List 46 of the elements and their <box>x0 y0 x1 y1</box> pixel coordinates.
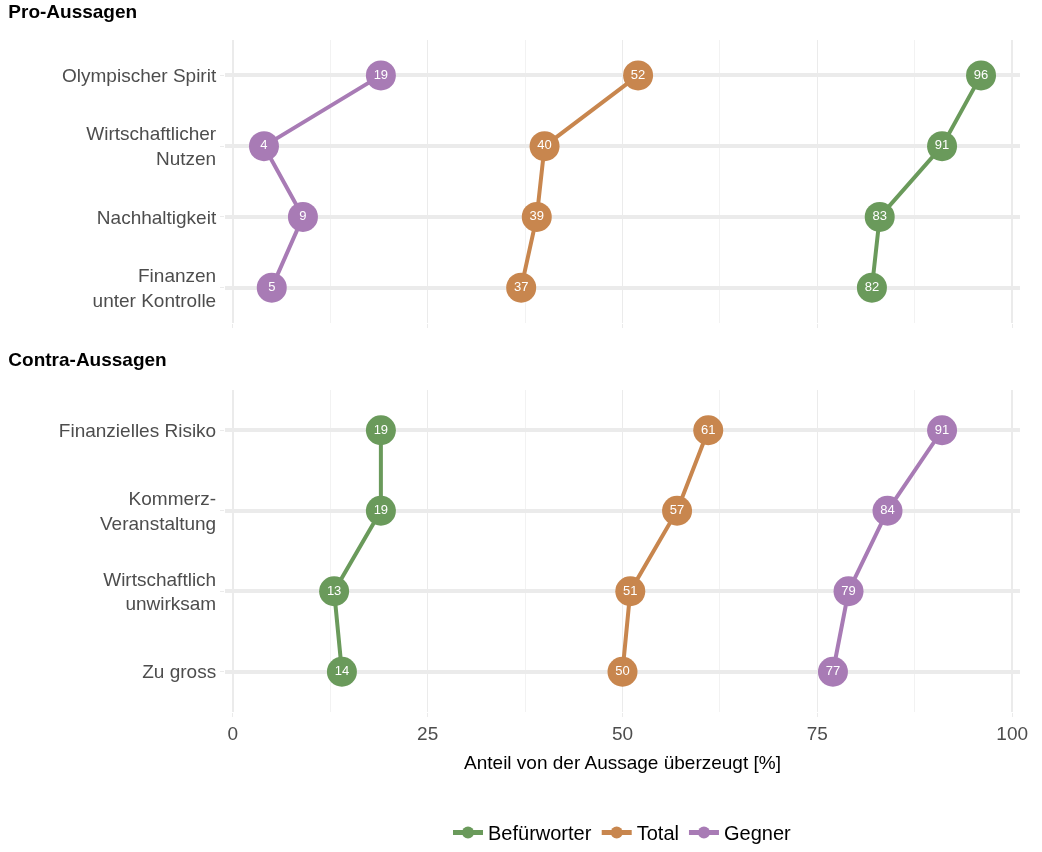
data-label: 50 <box>615 663 630 678</box>
data-label: 19 <box>373 421 389 437</box>
x-axis-title: Anteil von der Aussage überzeugt [%] <box>464 751 781 773</box>
y-tick-label: Olympischer Spirit <box>62 65 217 87</box>
data-label: 79 <box>841 582 856 598</box>
data-label: 13 <box>326 582 342 598</box>
data-label: 40 <box>537 137 552 153</box>
x-tick-label: 25 <box>417 722 439 744</box>
chart-title: Contra-Aussagen <box>8 348 167 370</box>
x-tick-label: 0 <box>227 722 239 744</box>
x-tick-label: 100 <box>996 722 1029 744</box>
y-tick-label: Zu gross <box>142 661 217 683</box>
point <box>248 131 279 162</box>
data-label: 39 <box>529 208 544 224</box>
legend-label: Total <box>636 822 679 845</box>
data-label: 84 <box>880 502 895 517</box>
y-tick-label: Nachhaltigkeit <box>96 206 217 228</box>
data-label: 9 <box>299 208 307 224</box>
data-label: 52 <box>630 66 646 82</box>
y-tick-label: Kommerz- Veranstaltung <box>100 488 217 534</box>
y-tick-label: Wirtschaftlicher Nutzen <box>86 123 217 170</box>
data-label: 91 <box>934 421 950 437</box>
data-label: 51 <box>623 582 638 598</box>
point <box>256 272 287 303</box>
legend-label: Gegner <box>723 822 792 845</box>
y-tick-label: Finanzen unter Kontrolle <box>92 264 217 311</box>
y-tick-label: Finanzielles Risiko <box>58 419 217 441</box>
data-label: 82 <box>864 278 880 294</box>
data-label: 91 <box>934 137 950 153</box>
data-label: 83 <box>872 208 887 224</box>
data-label: 5 <box>268 278 276 294</box>
data-label: 96 <box>973 66 989 82</box>
data-label: 77 <box>825 663 841 678</box>
data-label: 14 <box>334 663 350 678</box>
data-label: 4 <box>260 137 268 153</box>
data-label: 61 <box>701 421 716 437</box>
data-label: 19 <box>373 502 389 517</box>
legend-label: Befürworter <box>488 822 592 845</box>
x-tick-label: 50 <box>611 722 634 744</box>
text: Pro-Aussagen <box>8 1 138 23</box>
data-label: 57 <box>669 502 685 517</box>
data-label: 19 <box>373 66 389 82</box>
point <box>287 201 318 232</box>
y-tick-label: Wirtschaftlich unwirksam <box>103 568 217 615</box>
data-label: 37 <box>513 278 529 294</box>
x-tick-label: 75 <box>806 722 828 744</box>
